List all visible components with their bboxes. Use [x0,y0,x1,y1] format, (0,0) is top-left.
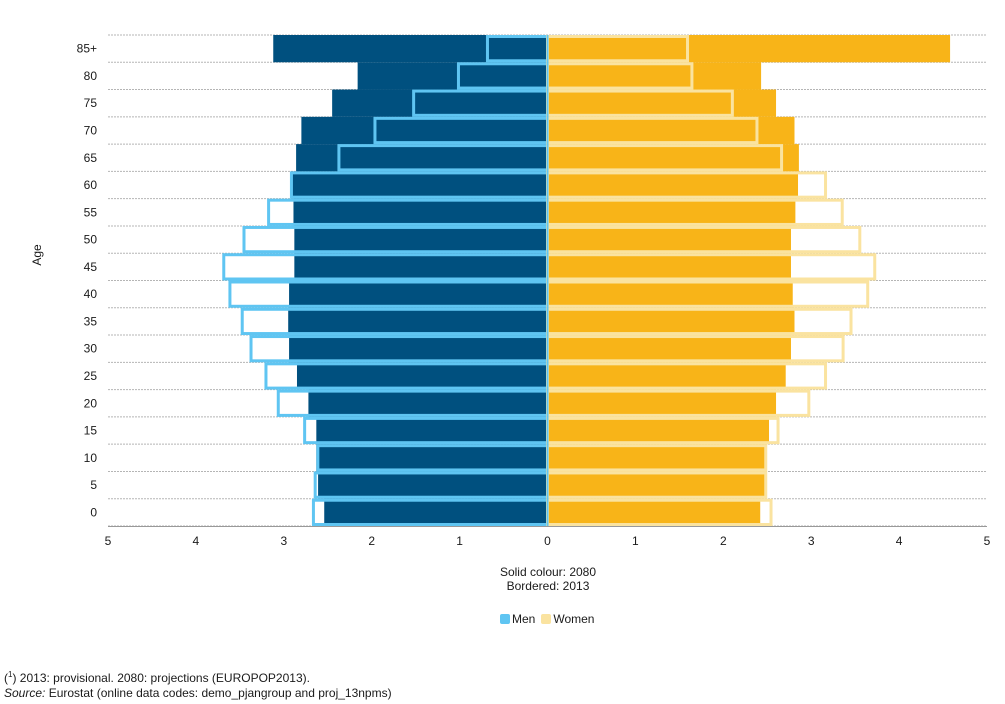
x-tick-label: 3 [280,534,287,548]
legend-swatch-men [500,614,510,624]
source-label: Source: [4,686,46,700]
bar-women-2080-35 [547,307,795,336]
x-tick-label: 2 [368,534,375,548]
bar-women-2080-30 [547,335,791,363]
footnote-text: 2013: provisional. 2080: projections (EU… [19,671,310,685]
x-tick-label: 0 [544,534,551,548]
x-tick-label: 4 [896,534,903,548]
bar-women-2080-55 [547,198,796,226]
y-tick-labels: 0 5 10 15 20 25 30 35 40 45 50 55 60 65 70 75 80 85+ [77,42,98,520]
x-tick-label: 4 [193,534,200,548]
bar-men-2080-10 [316,444,548,472]
bar-men-2080-80 [357,62,548,90]
bar-women-2080-70 [547,116,795,145]
y-tick-label: 80 [84,69,98,83]
bar-men-2080-30 [289,335,548,363]
bar-men-2080-0 [324,498,548,526]
x-tick-label: 1 [632,534,639,548]
x-tick-label: 2 [720,534,727,548]
y-tick-label: 40 [84,287,98,301]
y-axis-label: Age [30,244,44,266]
y-tick-label: 55 [84,205,98,219]
bar-men-2080-15 [316,416,548,445]
bar-women-2080-75 [547,89,777,117]
x-tick-labels: 5 4 3 2 1 0 1 2 3 4 5 [105,534,991,548]
bar-men-2080-45 [294,253,548,281]
y-tick-label: 60 [84,178,98,192]
y-tick-label: 30 [84,342,98,356]
y-tick-label: 20 [84,396,98,410]
y-tick-label: 65 [84,151,98,165]
y-tick-label: 70 [84,123,98,137]
legend-item-men[interactable]: Men [500,612,535,626]
bars [222,35,951,527]
bar-men-2080-60 [290,171,548,199]
y-tick-label: 15 [84,424,98,438]
y-tick-label: 5 [90,478,97,492]
legend-item-women[interactable]: Women [541,612,594,626]
y-tick-label: 10 [84,451,98,465]
solid-colour-note: Solid colour: 2080 [499,565,597,579]
bar-men-2080-55 [293,198,548,226]
bar-women-2080-25 [547,362,786,390]
y-tick-label: 50 [84,233,98,247]
x-tick-label: 5 [105,534,112,548]
bar-women-2080-0 [547,498,761,526]
x-tick-label: 3 [808,534,815,548]
bar-women-2080-40 [547,280,793,308]
legend: Men Women [500,612,600,626]
bar-men-2080-75 [332,89,548,117]
bar-women-2080-5 [547,471,765,499]
bar-men-2080-85+ [273,35,548,63]
bar-women-2080-20 [547,389,777,417]
bar-men-2080-70 [301,116,548,145]
bar-men-2080-5 [318,471,548,499]
source-text: Eurostat (online data codes: demo_pjangr… [48,686,392,700]
bar-women-2080-15 [547,416,770,445]
bar-women-2080-10 [547,444,767,472]
y-tick-label: 25 [84,369,98,383]
y-tick-label: 85+ [77,42,97,56]
y-tick-label: 0 [90,505,97,519]
x-tick-label: 1 [456,534,463,548]
bar-women-2080-80 [547,62,762,90]
bordered-note: Bordered: 2013 [506,579,590,593]
bar-women-2080-60 [547,171,799,199]
bar-women-2080-85+ [547,35,951,63]
bar-men-2080-40 [289,280,548,308]
y-tick-label: 35 [84,314,98,328]
bar-women-2080-50 [547,225,791,254]
bar-women-2080-65 [547,144,799,172]
footnote-marker: 1 [8,670,13,679]
y-tick-label: 75 [84,96,98,110]
legend-swatch-women [541,614,552,624]
y-tick-label: 45 [84,260,98,274]
bar-men-2080-50 [294,225,548,254]
bar-men-2080-25 [296,362,548,390]
legend-label-women: Women [553,612,595,626]
source-line: Source: Eurostat (online data codes: dem… [4,686,392,700]
bar-women-2080-45 [547,253,791,281]
x-tick-label: 5 [984,534,991,548]
legend-label-men: Men [512,612,536,626]
bar-men-2080-20 [308,389,548,417]
bar-men-2080-35 [288,307,548,336]
bar-men-2080-65 [296,144,548,172]
footnote: (1) 2013: provisional. 2080: projections… [4,670,310,685]
